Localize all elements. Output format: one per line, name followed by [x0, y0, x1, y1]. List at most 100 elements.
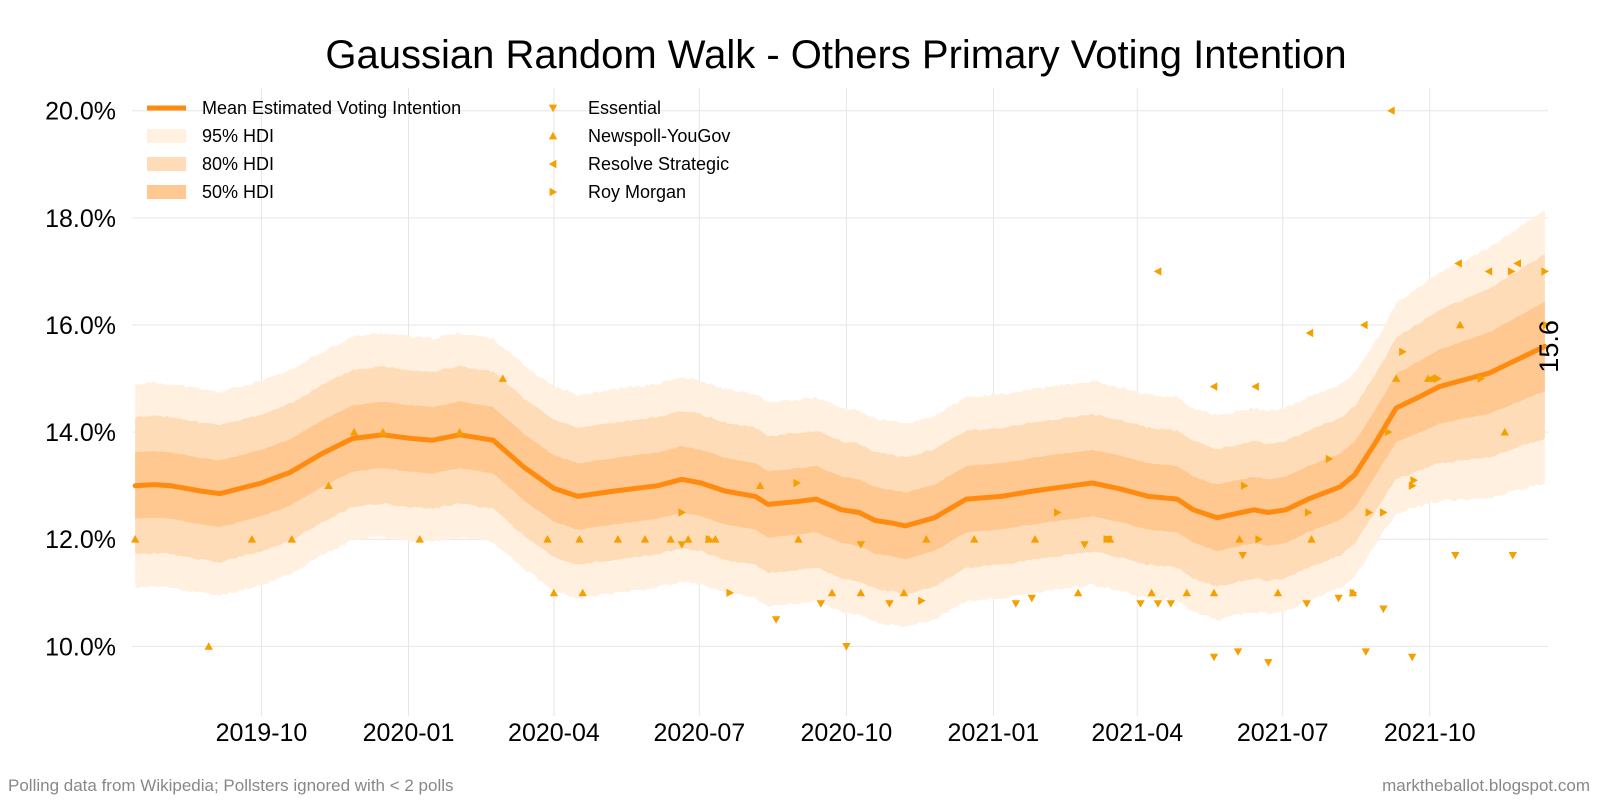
poll-point-newspoll-yougov: [1235, 535, 1244, 543]
poll-point-newspoll-yougov: [549, 588, 559, 597]
poll-point-roy-morgan: [1399, 347, 1407, 356]
poll-point-essential: [816, 600, 825, 608]
legend-swatch-hdi50: [147, 185, 186, 199]
poll-point-roy-morgan: [1541, 267, 1549, 276]
legend-label-resolve-strategic: Resolve Strategic: [588, 154, 729, 174]
poll-point-newspoll-yougov: [1455, 320, 1465, 329]
poll-point-newspoll-yougov: [578, 588, 587, 597]
poll-point-newspoll-yougov: [1030, 535, 1040, 543]
poll-point-newspoll-yougov: [131, 535, 140, 543]
poll-point-newspoll-yougov: [498, 374, 507, 382]
poll-point-newspoll-yougov: [1307, 535, 1316, 543]
poll-point-newspoll-yougov: [287, 535, 296, 543]
poll-point-newspoll-yougov: [324, 481, 333, 489]
footer-source-note: Polling data from Wikipedia; Pollsters i…: [8, 776, 454, 795]
x-tick-label: 2021-10: [1384, 719, 1476, 747]
end-value-label: 15.6: [1534, 320, 1564, 373]
poll-point-newspoll-yougov: [640, 535, 650, 543]
legend-label-roy-morgan: Roy Morgan: [588, 182, 686, 202]
poll-point-roy-morgan: [1365, 508, 1374, 517]
poll-point-roy-morgan: [1507, 267, 1516, 276]
x-tick-label: 2019-10: [216, 719, 308, 747]
legend-swatch-hdi95: [147, 129, 186, 143]
poll-point-newspoll-yougov: [1273, 588, 1283, 597]
legend-marker-newspoll-yougov: [548, 131, 558, 140]
poll-point-roy-morgan: [1543, 320, 1551, 330]
poll-point-newspoll-yougov: [684, 535, 693, 543]
mean-estimated-line: [132, 343, 1548, 529]
x-tick-label: 2020-07: [653, 719, 745, 747]
y-tick-label: 12.0%: [45, 526, 116, 554]
poll-point-newspoll-yougov: [899, 588, 909, 597]
y-tick-label: 20.0%: [45, 98, 116, 126]
poll-point-newspoll-yougov: [575, 535, 584, 543]
poll-point-newspoll-yougov: [827, 588, 837, 597]
poll-point-roy-morgan: [1477, 374, 1486, 383]
poll-point-essential: [856, 541, 865, 549]
poll-point-newspoll-yougov: [415, 535, 424, 543]
poll-point-essential: [1334, 594, 1343, 603]
legend-label-hdi50: 50% HDI: [202, 182, 274, 202]
poll-point-essential: [1379, 605, 1388, 614]
poll-point-newspoll-yougov: [1209, 588, 1219, 597]
y-tick-label: 18.0%: [45, 205, 116, 233]
y-tick-label: 14.0%: [45, 419, 116, 447]
poll-point-essential: [1302, 600, 1311, 608]
x-tick-label: 2021-04: [1091, 719, 1183, 747]
poll-point-roy-morgan: [1255, 535, 1263, 544]
poll-point-essential: [1136, 600, 1145, 608]
poll-point-essential: [1408, 653, 1417, 662]
poll-point-newspoll-yougov: [378, 427, 388, 436]
poll-point-essential: [1264, 659, 1273, 667]
poll-point-newspoll-yougov: [922, 535, 931, 543]
legend-marker-resolve-strategic: [548, 159, 557, 169]
poll-point-roy-morgan: [1103, 535, 1112, 544]
poll-point-newspoll-yougov: [1073, 588, 1083, 597]
mean-line-group: [132, 343, 1548, 529]
poll-point-essential: [1166, 600, 1175, 608]
poll-points: [131, 106, 1551, 667]
footer-site-credit: marktheballot.blogspot.com: [1382, 776, 1590, 795]
legend-marker-roy-morgan: [549, 187, 558, 197]
poll-point-resolve-strategic: [1153, 267, 1162, 276]
x-tick-label: 2020-04: [508, 719, 600, 747]
y-tick-label: 16.0%: [45, 312, 116, 340]
poll-point-newspoll-yougov: [711, 535, 720, 543]
poll-point-roy-morgan: [1054, 508, 1062, 517]
poll-point-essential: [1451, 552, 1460, 560]
x-tick-label: 2021-07: [1237, 719, 1329, 747]
poll-point-essential: [1508, 552, 1517, 560]
legend-label-hdi95: 95% HDI: [202, 126, 274, 146]
legend-swatch-hdi80: [147, 157, 186, 171]
poll-point-roy-morgan: [1325, 454, 1334, 464]
poll-point-roy-morgan: [1384, 427, 1393, 437]
poll-point-roy-morgan: [1349, 588, 1358, 597]
poll-point-newspoll-yougov: [455, 427, 464, 436]
poll-point-newspoll-yougov: [1500, 427, 1509, 436]
poll-point-resolve-strategic: [1305, 328, 1314, 338]
x-tick-label: 2020-01: [363, 719, 455, 747]
poll-point-resolve-strategic: [1360, 320, 1368, 330]
legend: Mean Estimated Voting Intention 95% HDI 80…: [147, 98, 730, 202]
poll-point-newspoll-yougov: [755, 481, 765, 489]
poll-point-essential: [677, 541, 686, 549]
poll-point-roy-morgan: [678, 508, 686, 517]
poll-point-roy-morgan: [705, 535, 714, 544]
poll-point-essential: [1209, 653, 1219, 662]
poll-point-roy-morgan: [1380, 508, 1388, 517]
hdi-bands: [135, 210, 1545, 628]
poll-point-essential: [1238, 552, 1247, 560]
legend-marker-essential: [548, 104, 558, 113]
poll-point-essential: [1233, 648, 1243, 656]
poll-point-newspoll-yougov: [613, 535, 623, 543]
poll-point-newspoll-yougov: [1182, 588, 1191, 597]
poll-point-resolve-strategic: [1209, 382, 1218, 391]
poll-point-resolve-strategic: [1513, 259, 1521, 268]
poll-point-essential: [1011, 600, 1020, 608]
poll-point-newspoll-yougov: [543, 535, 552, 543]
poll-point-roy-morgan: [1434, 374, 1442, 383]
poll-point-resolve-strategic: [1387, 106, 1395, 115]
y-axis-ticks: 10.0% 12.0% 14.0% 16.0% 18.0% 20.0%: [45, 98, 116, 662]
poll-point-newspoll-yougov: [856, 588, 865, 597]
poll-point-roy-morgan: [918, 596, 926, 605]
